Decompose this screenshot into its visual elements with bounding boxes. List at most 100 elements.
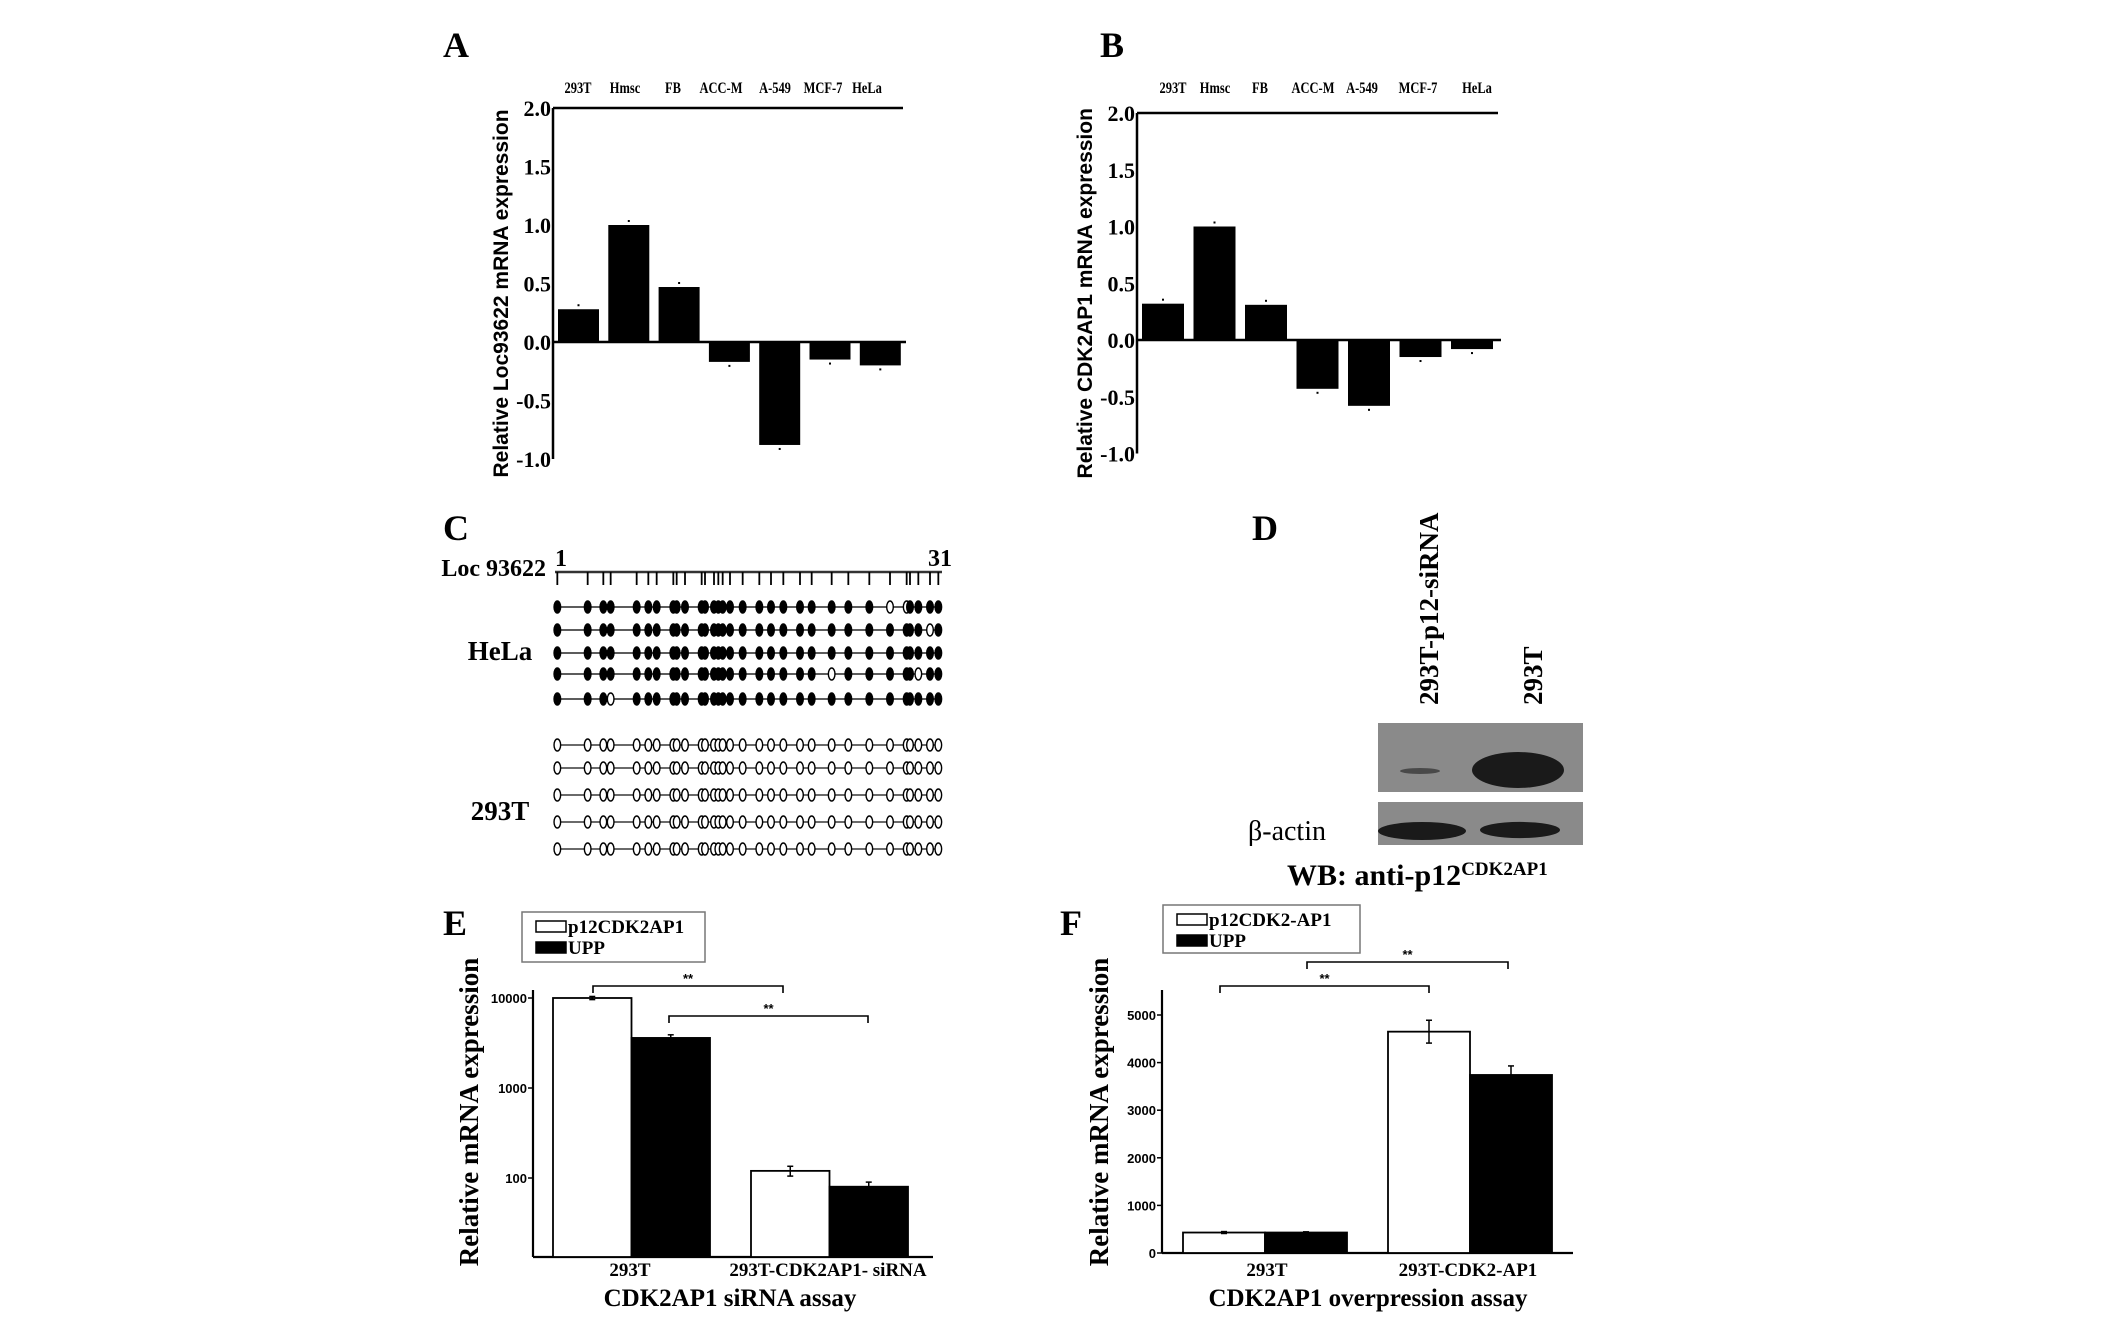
methylated-cpg	[652, 623, 661, 637]
methylated-cpg	[701, 623, 710, 637]
unmethylated-cpg	[606, 788, 615, 802]
methylated-cpg	[553, 692, 562, 706]
methylated-cpg	[914, 646, 923, 660]
bar	[1142, 303, 1184, 340]
methylated-cpg	[599, 667, 608, 681]
category-label: MCF-7	[1399, 80, 1438, 98]
methylated-cpg	[672, 623, 681, 637]
methylated-cpg	[701, 667, 710, 681]
methylated-cpg	[844, 646, 853, 660]
bar	[658, 287, 700, 342]
methylated-cpg	[796, 646, 805, 660]
methylated-cpg	[755, 600, 764, 614]
category-label: Hmsc	[1200, 80, 1230, 98]
methylated-cpg	[606, 600, 615, 614]
unmethylated-cpg	[738, 761, 747, 775]
category-label: FB	[1252, 80, 1268, 98]
legend-swatch	[1176, 913, 1208, 926]
methylated-cpg	[796, 667, 805, 681]
category-label: MCF-7	[804, 80, 843, 98]
methylated-cpg	[827, 646, 836, 660]
methylated-cpg	[652, 646, 661, 660]
unmethylated-cpg	[652, 815, 661, 829]
y-tick-label: 10000	[491, 991, 527, 1006]
methylated-cpg	[886, 667, 895, 681]
unmethylated-cpg	[644, 788, 653, 802]
methylated-cpg	[807, 667, 816, 681]
y-tick-label: -1.0	[1100, 442, 1135, 467]
unmethylated-cpg	[755, 738, 764, 752]
unmethylated-cpg	[672, 761, 681, 775]
methylated-cpg	[926, 692, 935, 706]
y-axis-label: Relative mRNA expression	[454, 958, 484, 1266]
methylated-cpg	[926, 646, 935, 660]
bar	[828, 1185, 909, 1258]
methylated-cpg	[718, 692, 727, 706]
unmethylated-cpg	[926, 761, 935, 775]
unmethylated-cpg	[767, 815, 776, 829]
unmethylated-cpg	[718, 738, 727, 752]
methylated-cpg	[865, 600, 874, 614]
methylated-cpg	[553, 623, 562, 637]
methylated-cpg	[632, 646, 641, 660]
unmethylated-cpg	[886, 842, 895, 856]
loading-band	[1378, 822, 1466, 840]
methylated-cpg	[672, 646, 681, 660]
category-label: HeLa	[1462, 80, 1492, 98]
methylated-cpg	[701, 646, 710, 660]
methylated-cpg	[599, 646, 608, 660]
methylated-cpg	[583, 623, 592, 637]
category-label: ACC-M	[700, 80, 743, 98]
unmethylated-cpg	[779, 842, 788, 856]
y-tick-label: 1.5	[524, 155, 552, 180]
x-tick-label: 293T	[1246, 1260, 1288, 1281]
y-tick-label: 2.0	[524, 96, 552, 121]
methylated-cpg	[583, 600, 592, 614]
methylated-cpg	[726, 692, 735, 706]
unmethylated-cpg	[599, 738, 608, 752]
unmethylated-cpg	[844, 738, 853, 752]
category-label: 293T	[1159, 80, 1186, 98]
unmethylated-cpg	[632, 815, 641, 829]
unmethylated-cpg	[827, 815, 836, 829]
methylated-cpg	[926, 667, 935, 681]
methylated-cpg	[681, 692, 690, 706]
unmethylated-cpg	[701, 738, 710, 752]
significance-label: **	[763, 1001, 774, 1016]
loading-control-label: β-actin	[1248, 816, 1326, 847]
unmethylated-cpg	[844, 842, 853, 856]
unmethylated-cpg	[926, 842, 935, 856]
unmethylated-cpg	[632, 842, 641, 856]
unmethylated-cpg	[553, 738, 562, 752]
y-tick-label: 1000	[498, 1081, 527, 1096]
unmethylated-cpg	[726, 842, 735, 856]
methylated-cpg	[606, 667, 615, 681]
methylated-cpg	[672, 692, 681, 706]
methylated-cpg	[738, 692, 747, 706]
unmethylated-cpg	[934, 761, 943, 775]
methylated-cpg	[644, 600, 653, 614]
loading-band	[1480, 821, 1560, 839]
methylated-cpg	[914, 623, 923, 637]
methylated-cpg	[906, 623, 915, 637]
unmethylated-cpg	[796, 738, 805, 752]
methylated-cpg	[827, 600, 836, 614]
methylated-cpg	[632, 600, 641, 614]
bar	[1387, 1030, 1471, 1254]
unmethylated-cpg	[767, 842, 776, 856]
methylated-cpg	[934, 623, 943, 637]
panel-letter-f: F	[1060, 903, 1082, 943]
unmethylated-cpg	[681, 842, 690, 856]
unmethylated-cpg	[926, 738, 935, 752]
unmethylated-cpg	[632, 738, 641, 752]
x-tick-label: 293T	[609, 1260, 651, 1281]
unmethylated-cpg	[865, 761, 874, 775]
unmethylated-cpg	[934, 788, 943, 802]
unmethylated-cpg	[807, 788, 816, 802]
unmethylated-cpg	[914, 815, 923, 829]
unmethylated-cpg	[672, 738, 681, 752]
unmethylated-cpg	[644, 815, 653, 829]
antibody-label-main: WB: anti-p12	[1287, 859, 1461, 892]
unmethylated-cpg	[914, 842, 923, 856]
gene-label: Loc 93622	[441, 556, 546, 582]
